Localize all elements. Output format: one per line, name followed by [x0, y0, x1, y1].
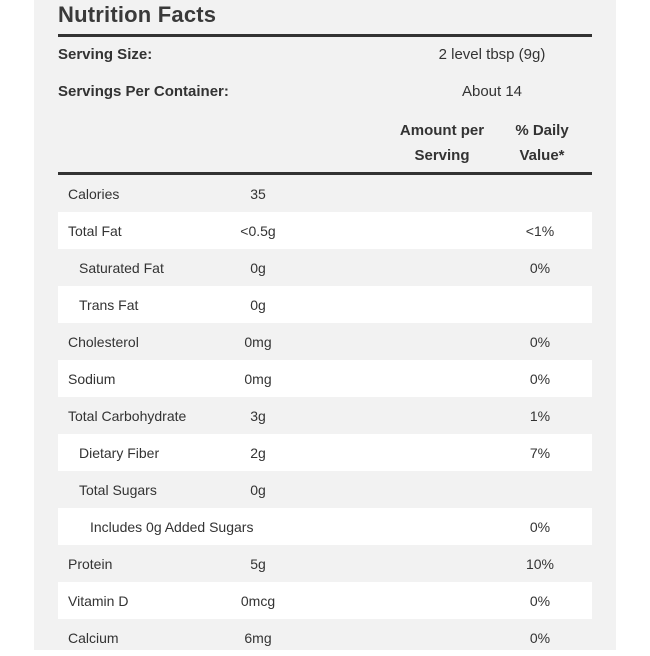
nutrient-name: Total Carbohydrate	[68, 408, 187, 424]
table-row: Calcium 6mg 0%	[58, 619, 592, 656]
nutrient-amount: 3g	[250, 408, 266, 424]
nutrient-daily-value: 0%	[529, 334, 551, 350]
amount-header-line1: Amount per	[399, 122, 485, 139]
nutrient-daily-value: 0%	[529, 593, 551, 609]
table-row: Saturated Fat 0g 0%	[58, 249, 592, 286]
serving-size-row: Serving Size: 2 level tbsp (9g)	[58, 37, 592, 73]
table-row: Calories 35	[58, 175, 592, 212]
servings-per-container-value: About 14	[461, 83, 523, 100]
serving-size-value: 2 level tbsp (9g)	[438, 46, 546, 63]
table-row: Total Sugars 0g	[58, 471, 592, 508]
nutrient-amount: 0mg	[244, 371, 272, 387]
nutrient-name: Total Sugars	[79, 482, 157, 498]
dv-header-line2: Value*	[519, 147, 565, 164]
amount-header-line2: Serving	[414, 147, 470, 164]
nutrient-amount: 0g	[250, 482, 266, 498]
table-row: Sodium 0mg 0%	[58, 360, 592, 397]
dv-header-line1: % Daily	[515, 122, 569, 139]
daily-value-header: % Daily Value*	[496, 118, 588, 168]
nutrient-amount: 0mg	[244, 334, 272, 350]
nutrient-table: Calories 35 Total Fat <0.5g <1% Saturated Fat…	[58, 175, 592, 656]
nutrient-name: Calcium	[68, 630, 119, 646]
nutrient-amount: 0mcg	[240, 593, 276, 609]
table-row: Includes 0g Added Sugars 0%	[58, 508, 592, 545]
nutrient-daily-value: 0%	[529, 260, 551, 276]
nutrient-name: Includes 0g Added Sugars	[90, 519, 254, 535]
nutrient-daily-value: 0%	[529, 630, 551, 646]
header-divider	[58, 172, 592, 175]
nutrient-daily-value: 1%	[529, 408, 551, 424]
nutrient-amount: <0.5g	[240, 223, 276, 239]
page-title: Nutrition Facts	[58, 2, 217, 27]
nutrient-daily-value: 10%	[525, 556, 555, 572]
table-row: Dietary Fiber 2g 7%	[58, 434, 592, 471]
nutrient-name: Protein	[68, 556, 113, 572]
nutrient-amount: 0g	[250, 260, 266, 276]
amount-per-serving-header: Amount per Serving	[384, 118, 500, 168]
nutrient-name: Trans Fat	[79, 297, 139, 313]
table-row: Trans Fat 0g	[58, 286, 592, 323]
title-divider	[58, 34, 592, 37]
table-row: Cholesterol 0mg 0%	[58, 323, 592, 360]
nutrient-daily-value: 0%	[529, 371, 551, 387]
nutrient-amount: 2g	[250, 445, 266, 461]
nutrient-amount: 5g	[250, 556, 266, 572]
table-row: Protein 5g 10%	[58, 545, 592, 582]
nutrient-amount: 6mg	[244, 630, 272, 646]
nutrient-amount: 0g	[250, 297, 266, 313]
nutrient-name: Sodium	[68, 371, 116, 387]
table-row: Vitamin D 0mcg 0%	[58, 582, 592, 619]
table-row: Total Fat <0.5g <1%	[58, 212, 592, 249]
servings-per-container-label: Servings Per Container:	[58, 83, 229, 100]
nutrient-daily-value: 0%	[529, 519, 551, 535]
nutrient-name: Vitamin D	[68, 593, 129, 609]
nutrient-daily-value: <1%	[525, 223, 555, 239]
servings-per-container-row: Servings Per Container: About 14	[58, 74, 592, 110]
nutrient-name: Total Fat	[68, 223, 122, 239]
nutrient-amount: 35	[250, 186, 266, 202]
nutrient-daily-value: 7%	[529, 445, 551, 461]
serving-size-label: Serving Size:	[58, 46, 153, 63]
table-row: Total Carbohydrate 3g 1%	[58, 397, 592, 434]
nutrient-name: Calories	[68, 186, 120, 202]
nutrient-name: Dietary Fiber	[79, 445, 160, 461]
nutrient-name: Cholesterol	[68, 334, 139, 350]
nutrient-name: Saturated Fat	[79, 260, 164, 276]
